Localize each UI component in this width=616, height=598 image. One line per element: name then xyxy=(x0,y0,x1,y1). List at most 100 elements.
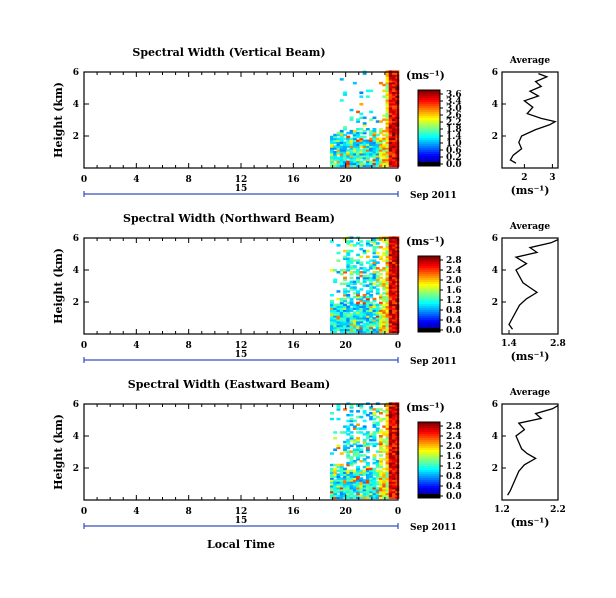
heatmap-cell xyxy=(349,280,354,284)
heatmap-cell xyxy=(382,95,387,98)
heatmap-cell xyxy=(385,307,390,310)
heatmap-cell xyxy=(388,133,393,137)
heatmap-cell xyxy=(392,326,396,330)
heatmap-cell xyxy=(365,95,370,98)
heatmap-cell xyxy=(379,120,383,123)
colorbar-tick-label: 1.2 xyxy=(446,462,462,472)
average-profile-line xyxy=(507,405,559,496)
heatmap-cell xyxy=(333,448,338,451)
heatmap-cell xyxy=(369,330,374,333)
heatmap-cell xyxy=(379,408,383,411)
heatmap-cell xyxy=(333,280,338,284)
date-label: Sep 2011 xyxy=(410,191,457,201)
heatmap-cell xyxy=(362,271,367,274)
heatmap-cell xyxy=(385,153,390,156)
heatmap-cell xyxy=(330,313,334,316)
heatmap-cell xyxy=(362,326,367,330)
heatmap-cell xyxy=(388,433,393,436)
heatmap-cell xyxy=(333,317,338,320)
heatmap-cell xyxy=(385,315,390,318)
heatmap-cell xyxy=(339,143,344,146)
heatmap-cell xyxy=(330,467,334,471)
heatmap-cell xyxy=(388,85,393,89)
colorbar-segment xyxy=(418,300,440,303)
colorbar-tick-label: 0.0 xyxy=(446,492,462,502)
heatmap-cell xyxy=(343,440,347,444)
colorbar-segment xyxy=(418,108,440,111)
colorbar-tick-label: 0.6 xyxy=(446,146,462,156)
heatmap-cell xyxy=(372,154,377,158)
heatmap-cell xyxy=(385,427,390,430)
heatmap-cell xyxy=(339,469,344,473)
heatmap-cell xyxy=(362,269,367,272)
heatmap-cell xyxy=(359,274,364,278)
heatmap-cell xyxy=(362,303,367,307)
heatmap-cell xyxy=(339,307,344,310)
heatmap-cell xyxy=(346,485,351,488)
heatmap-cell xyxy=(346,425,351,428)
heatmap-cell xyxy=(343,479,347,482)
heatmap-cell xyxy=(388,486,393,490)
heatmap-cell xyxy=(336,490,341,494)
colorbar-segment xyxy=(418,478,440,481)
heatmap-cell xyxy=(349,143,354,146)
heatmap-cell xyxy=(362,458,367,461)
heatmap-cell xyxy=(388,404,393,407)
heatmap-cell xyxy=(372,483,377,486)
colorbar-segment xyxy=(418,102,440,105)
heatmap-cell xyxy=(388,81,393,85)
heatmap-cell xyxy=(343,249,347,253)
heatmap-cell xyxy=(382,483,387,486)
heatmap-cell xyxy=(336,145,341,148)
heatmap-cell xyxy=(343,483,347,486)
heatmap-cell xyxy=(395,286,400,289)
heatmap-cell xyxy=(375,147,380,150)
heatmap-cell xyxy=(395,158,400,162)
heatmap-cell xyxy=(375,488,380,492)
heatmap-cell xyxy=(392,412,396,415)
heatmap-cell xyxy=(352,471,357,474)
heatmap-cell xyxy=(349,322,354,326)
heatmap-cell xyxy=(362,410,367,413)
x-tick-label: 8 xyxy=(186,175,192,185)
heatmap-cell xyxy=(382,253,387,257)
heatmap-cell xyxy=(333,324,338,328)
heatmap-cell xyxy=(385,76,390,79)
colorbar-segment xyxy=(418,330,440,333)
heatmap-cell xyxy=(379,131,383,135)
colorbar-segment xyxy=(418,124,440,127)
heatmap-cell xyxy=(385,458,390,461)
heatmap-cell xyxy=(375,469,380,473)
heatmap-cell xyxy=(392,135,396,139)
heatmap-cell xyxy=(369,164,374,167)
heatmap-cell xyxy=(382,494,387,498)
heatmap-cell xyxy=(352,326,357,330)
heatmap-cell xyxy=(379,483,383,486)
heatmap-cell xyxy=(369,435,374,438)
heatmap-cell xyxy=(356,492,360,496)
heatmap-cell xyxy=(388,488,393,492)
heatmap-cell xyxy=(388,320,393,324)
heatmap-cell xyxy=(356,141,360,144)
heatmap-cell xyxy=(336,444,341,448)
heatmap-cell xyxy=(346,413,351,417)
heatmap-cell xyxy=(388,282,393,285)
heatmap-cell xyxy=(395,301,400,305)
heatmap-cell xyxy=(349,494,354,498)
heatmap-cell xyxy=(392,158,396,162)
heatmap-cell xyxy=(388,251,393,255)
heatmap-cell xyxy=(388,162,393,166)
heatmap-cell xyxy=(382,467,387,471)
heatmap-cell xyxy=(343,288,347,291)
heatmap-cell xyxy=(333,463,338,467)
heatmap-cell xyxy=(375,292,380,295)
heatmap-cell xyxy=(343,486,347,490)
heatmap-cell xyxy=(349,158,354,162)
heatmap-cell xyxy=(359,149,364,152)
heatmap-cell xyxy=(392,108,396,112)
heatmap-cell xyxy=(333,322,338,326)
heatmap-cell xyxy=(333,490,338,494)
heatmap-cell xyxy=(362,427,367,430)
heatmap-cell xyxy=(369,471,374,474)
colorbar-segment xyxy=(418,116,440,119)
